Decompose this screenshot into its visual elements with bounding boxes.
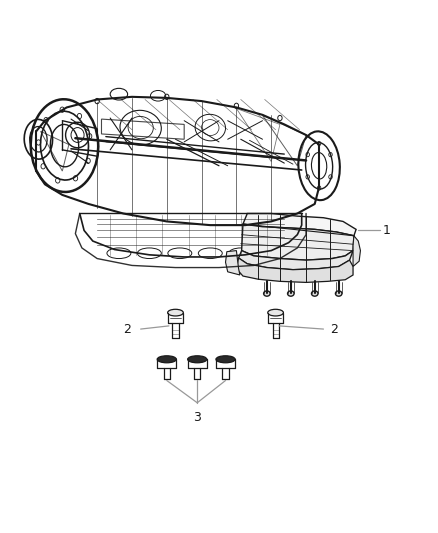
Ellipse shape bbox=[264, 291, 270, 296]
Polygon shape bbox=[242, 224, 354, 260]
Text: 1: 1 bbox=[382, 224, 390, 237]
Ellipse shape bbox=[216, 356, 235, 363]
Ellipse shape bbox=[311, 291, 318, 296]
Text: 3: 3 bbox=[193, 411, 201, 424]
Polygon shape bbox=[353, 236, 360, 266]
Ellipse shape bbox=[187, 356, 207, 363]
Ellipse shape bbox=[336, 291, 342, 296]
Ellipse shape bbox=[157, 356, 177, 363]
Text: 2: 2 bbox=[330, 322, 338, 336]
Polygon shape bbox=[237, 258, 353, 282]
Text: 2: 2 bbox=[123, 322, 131, 336]
Ellipse shape bbox=[288, 291, 294, 296]
Polygon shape bbox=[239, 251, 353, 270]
Ellipse shape bbox=[268, 309, 283, 316]
Polygon shape bbox=[243, 214, 356, 236]
Polygon shape bbox=[226, 251, 240, 275]
Ellipse shape bbox=[168, 309, 184, 316]
